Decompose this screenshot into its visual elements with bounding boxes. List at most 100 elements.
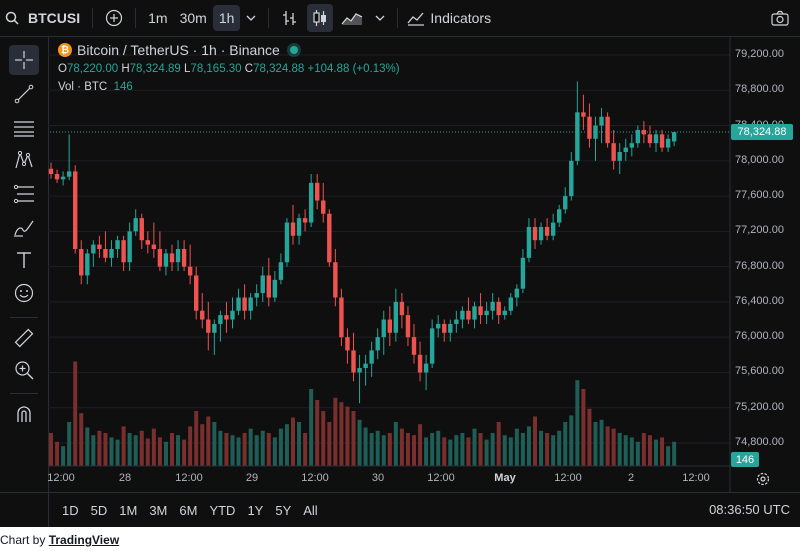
interval-1m-button[interactable]: 1m	[148, 10, 168, 26]
candle-body	[103, 249, 108, 258]
add-symbol-icon[interactable]	[99, 0, 129, 36]
toolbar-divider	[92, 8, 94, 28]
high-label: H	[121, 63, 130, 75]
volume-bar	[381, 435, 386, 466]
volume-bar	[575, 380, 580, 466]
range-1d-button[interactable]: 1D	[62, 503, 79, 518]
volume-bar	[363, 427, 368, 466]
horizontal-lines-icon[interactable]	[9, 113, 39, 143]
volume-bar	[405, 433, 410, 466]
zoom-in-icon[interactable]	[9, 355, 39, 385]
candle-body	[351, 350, 356, 373]
volume-bar	[188, 426, 193, 466]
text-tool-icon[interactable]	[9, 245, 39, 275]
volume-bar	[133, 435, 138, 466]
attribution-prefix: Chart by	[0, 533, 49, 547]
volume-bar	[103, 433, 108, 466]
candle-body	[60, 176, 66, 180]
candle-body	[212, 323, 217, 333]
price-tick-label: 78,800.00	[735, 83, 784, 96]
pattern-icon[interactable]	[9, 145, 39, 175]
volume-bar	[448, 439, 453, 466]
camera-icon[interactable]	[760, 0, 800, 36]
brush-icon[interactable]	[9, 213, 39, 243]
volume-bar	[321, 411, 326, 466]
candle-body	[617, 152, 622, 161]
volume-bar	[145, 438, 150, 466]
range-1y-button[interactable]: 1Y	[247, 503, 264, 518]
candle-body	[91, 244, 96, 254]
volume-bar	[91, 435, 96, 466]
candle-body	[357, 368, 362, 373]
candle-body	[66, 171, 72, 177]
volume-bar	[151, 428, 156, 466]
candle-body	[187, 266, 193, 276]
candle-body	[296, 218, 302, 236]
candle-body	[490, 301, 495, 311]
price-tick-label: 74,800.00	[735, 436, 784, 448]
volume-bar	[170, 433, 174, 466]
candle-body	[496, 301, 501, 316]
top-toolbar: BTCUSI 1m 30m 1h Indicators	[0, 0, 800, 37]
candle-body	[121, 240, 126, 263]
crosshair-icon[interactable]	[9, 45, 39, 75]
area-chart-type-icon[interactable]	[335, 0, 369, 36]
volume-bar	[248, 428, 253, 466]
range-3m-button[interactable]: 3M	[149, 503, 168, 518]
price-tick-label: 75,600.00	[735, 365, 784, 378]
volume-bar	[200, 424, 205, 466]
range-5y-button[interactable]: 5Y	[275, 503, 292, 518]
candle-body	[157, 249, 163, 267]
time-tick-label: 12:00	[175, 472, 203, 484]
candle-body	[206, 319, 211, 333]
utc-clock[interactable]: 08:36:50 UTC	[709, 502, 790, 517]
chart-legend[interactable]: ₿ Bitcoin / TetherUS · 1h · Binance	[58, 42, 298, 58]
volume-legend[interactable]: Vol · BTC 146	[58, 81, 133, 93]
tradingview-link[interactable]: TradingView	[48, 533, 120, 547]
search-icon[interactable]	[0, 0, 24, 36]
volume-bar	[490, 433, 495, 466]
indicators-button[interactable]: Indicators	[430, 10, 492, 26]
ruler-icon[interactable]	[9, 323, 39, 353]
trend-line-icon[interactable]	[9, 79, 39, 109]
candlestick-chart-type-icon[interactable]	[305, 0, 335, 36]
candle-body	[48, 168, 54, 175]
candle-body	[575, 112, 580, 161]
candle-body	[514, 288, 520, 298]
bar-chart-type-icon[interactable]	[275, 0, 305, 36]
close-label: C	[244, 63, 254, 75]
volume-bar	[393, 422, 398, 466]
candle-body	[308, 182, 314, 223]
candle-body	[532, 226, 538, 241]
symbol-label[interactable]: BTCUSI	[28, 10, 81, 26]
price-chart[interactable]	[0, 0, 800, 527]
range-1m-button[interactable]: 1M	[119, 503, 138, 518]
volume-bar	[599, 419, 604, 466]
indicators-icon[interactable]	[404, 0, 428, 36]
range-all-button[interactable]: All	[303, 503, 318, 518]
candle-body	[151, 244, 157, 249]
candle-body	[242, 297, 247, 311]
candle-body	[629, 143, 634, 148]
price-tick-label: 76,800.00	[735, 259, 784, 272]
fib-tools-icon[interactable]	[9, 179, 39, 209]
candle-body	[345, 337, 350, 351]
candle-body	[109, 249, 114, 258]
interval-1h-button[interactable]: 1h	[212, 5, 241, 31]
price-tick-label: 77,200.00	[735, 224, 784, 237]
emoji-icon[interactable]	[9, 278, 39, 308]
volume-bar	[182, 439, 187, 466]
interval-30m-button[interactable]: 30m	[179, 10, 207, 26]
candle-body	[611, 143, 616, 161]
range-5d-button[interactable]: 5D	[90, 503, 108, 518]
candle-body	[508, 297, 513, 311]
chevron-down-icon[interactable]	[240, 0, 262, 36]
chevron-down-icon[interactable]	[369, 0, 391, 36]
range-6m-button[interactable]: 6M	[179, 503, 198, 518]
settings-icon[interactable]	[756, 472, 770, 491]
range-ytd-button[interactable]: YTD	[209, 503, 236, 518]
volume-bar	[61, 446, 66, 466]
time-tick-label: 2	[627, 472, 635, 484]
bottom-toolbar: 1D 5D 1M 3M 6M YTD 1Y 5Y All 08:36:50 UT…	[0, 492, 800, 527]
magnet-icon[interactable]	[9, 399, 39, 429]
